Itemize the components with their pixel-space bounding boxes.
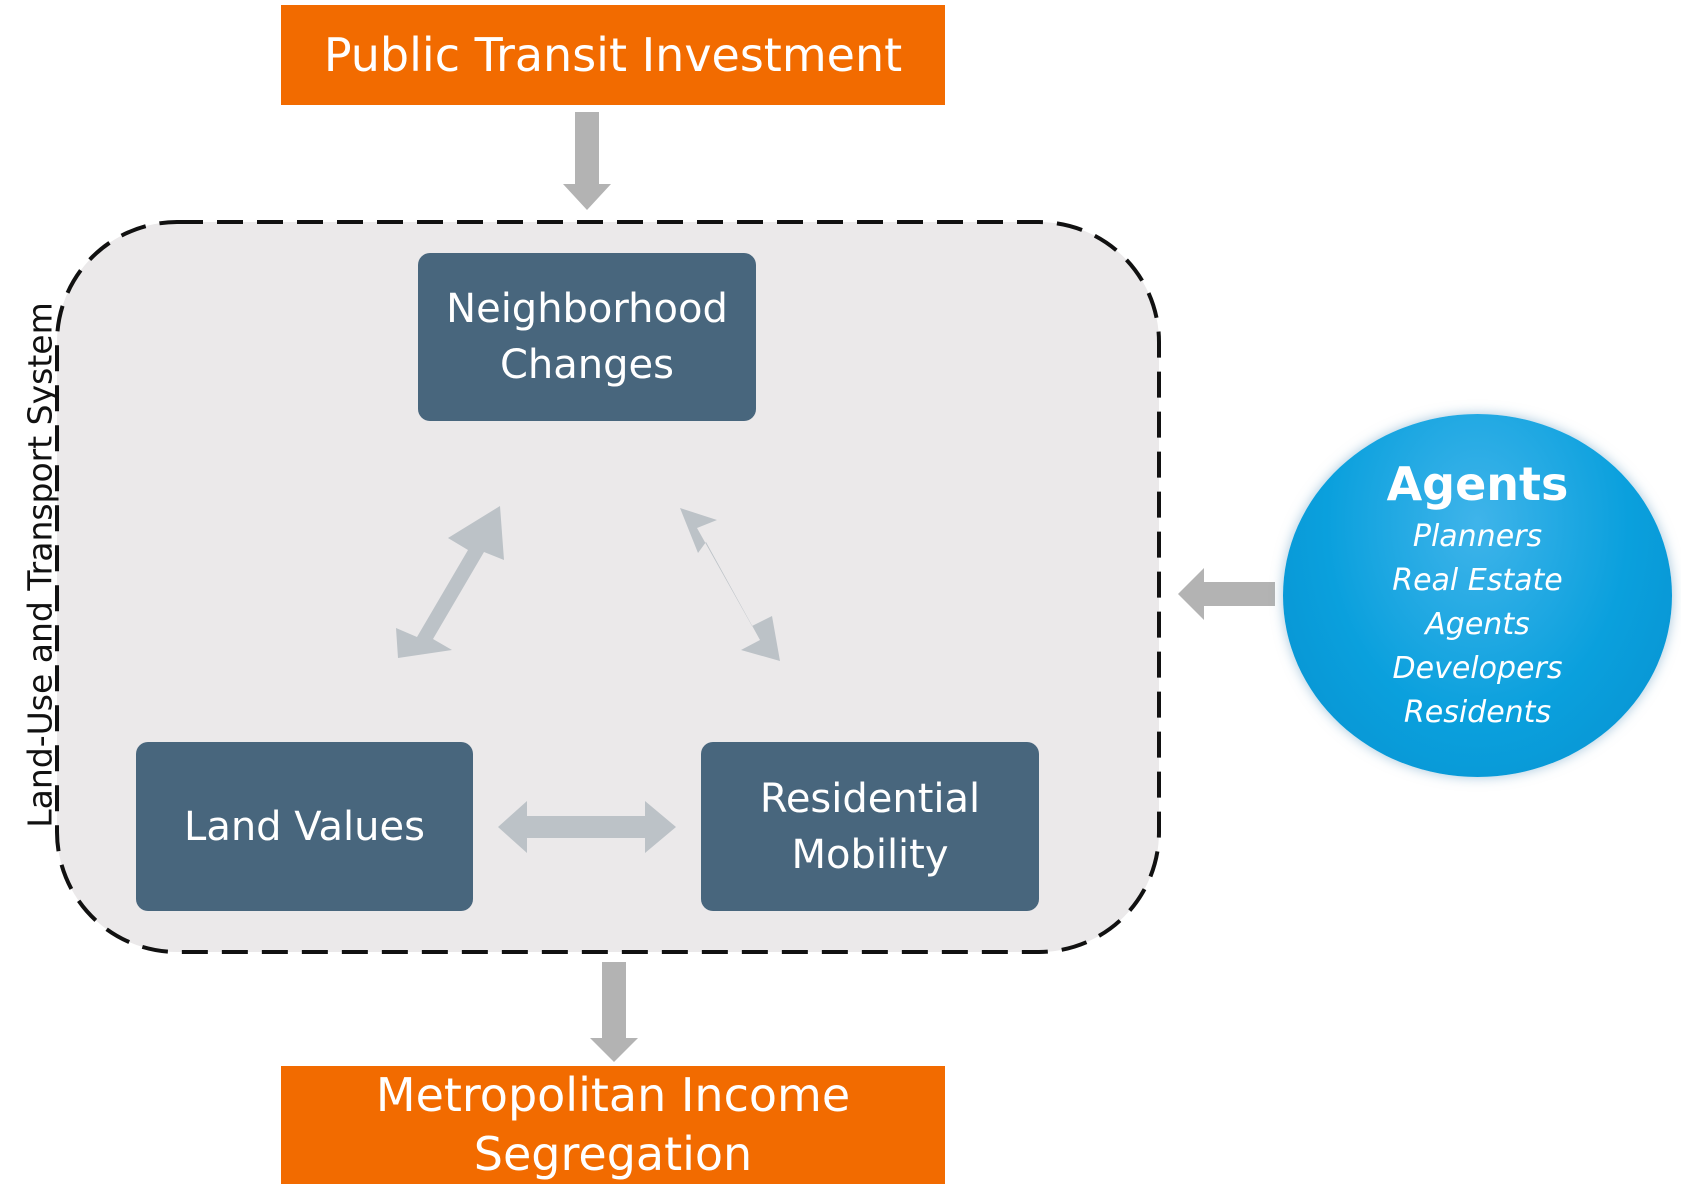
agent-item-real-estate: Real Estate: [1392, 562, 1563, 598]
public-transit-investment-box: Public Transit Investment: [281, 5, 945, 105]
agent-item-agents: Agents: [1425, 606, 1530, 642]
land-use-transport-system-label: Land-Use and Transport System: [20, 302, 60, 828]
neighborhood-changes-line2: Changes: [500, 342, 674, 388]
metropolitan-income-segregation-box: Metropolitan Income Segregation: [281, 1066, 945, 1184]
arrow-neighborhood-landvalues: [396, 506, 504, 658]
agent-item-planners: Planners: [1412, 518, 1543, 554]
agents-circle: Agents Planners Real Estate Agents Devel…: [1283, 414, 1672, 777]
arrow-top-down: [563, 112, 611, 210]
metropolitan-income-segregation-line1: Metropolitan Income: [375, 1068, 851, 1123]
agent-item-developers: Developers: [1392, 650, 1563, 686]
arrow-landvalues-mobility: [498, 801, 676, 853]
neighborhood-changes-line1: Neighborhood: [446, 286, 728, 332]
neighborhood-changes-box: Neighborhood Changes: [418, 253, 756, 421]
agents-title: Agents: [1386, 456, 1569, 511]
residential-mobility-box: Residential Mobility: [701, 742, 1039, 911]
arrow-agents-left: [1178, 568, 1275, 620]
residential-mobility-line2: Mobility: [791, 831, 949, 878]
land-values-label: Land Values: [184, 803, 425, 850]
metropolitan-income-segregation-line2: Segregation: [473, 1127, 753, 1181]
land-values-box: Land Values: [136, 742, 473, 911]
residential-mobility-line1: Residential: [759, 775, 981, 822]
agent-item-residents: Residents: [1403, 694, 1552, 730]
arrow-bottom-down: [590, 962, 638, 1062]
arrow-neighborhood-mobility: [680, 508, 780, 661]
public-transit-investment-label: Public Transit Investment: [323, 27, 903, 82]
